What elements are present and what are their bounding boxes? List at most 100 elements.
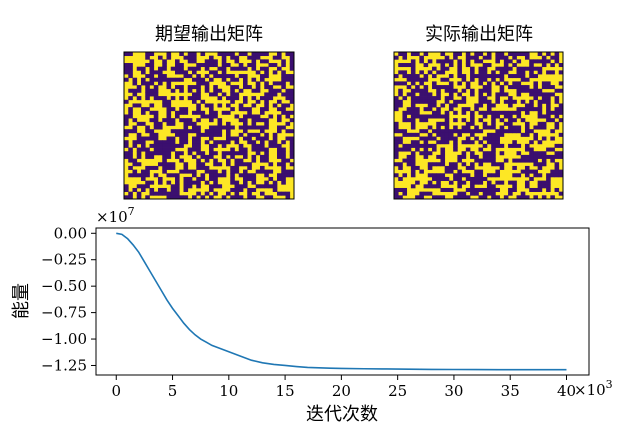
heatmap-cell <box>541 136 547 141</box>
heatmap-cell <box>158 81 163 86</box>
heatmap-cell <box>204 158 210 163</box>
heatmap-cell <box>470 154 475 159</box>
heatmap-cell <box>158 66 163 71</box>
heatmap-cell <box>285 173 291 178</box>
heatmap-cell <box>478 96 484 101</box>
heatmap-cell <box>153 114 159 119</box>
heatmap-cell <box>285 110 291 115</box>
heatmap-cell <box>204 140 210 145</box>
heatmap-cell <box>470 140 475 145</box>
heatmap-cell <box>158 125 163 130</box>
heatmap-cell <box>272 143 278 148</box>
heatmap-cell <box>415 88 420 93</box>
y-multiplier: ×107 <box>96 205 135 226</box>
heatmap-cell <box>419 118 424 123</box>
heatmap-cell <box>124 77 129 82</box>
heatmap-cell <box>529 74 534 79</box>
heatmap-cell <box>213 158 218 163</box>
heatmap-cell <box>243 136 248 141</box>
heatmap-cell <box>461 77 467 82</box>
heatmap-cell <box>209 70 214 75</box>
heatmap-cell <box>478 176 484 181</box>
heatmap-cell <box>482 74 488 79</box>
heatmap-cell <box>512 140 517 145</box>
heatmap-cell <box>491 143 496 148</box>
heatmap-cell <box>486 103 492 108</box>
heatmap-cell <box>281 85 286 90</box>
heatmap-cell <box>508 143 513 148</box>
heatmap-cell <box>499 151 505 156</box>
heatmap-cell <box>554 96 560 101</box>
heatmap-cell <box>529 66 534 71</box>
heatmap-cell <box>558 118 564 123</box>
heatmap-cell <box>524 147 530 152</box>
heatmap-cell <box>461 154 467 159</box>
heatmap-cell <box>230 165 235 170</box>
heatmap-cell <box>226 129 231 134</box>
heatmap-cell <box>541 125 547 130</box>
heatmap-cell <box>436 140 441 145</box>
heatmap-cell <box>520 77 526 82</box>
heatmap-cell <box>175 154 180 159</box>
heatmap-cell <box>524 173 530 178</box>
heatmap-cell <box>533 125 538 130</box>
heatmap-cell <box>221 140 227 145</box>
heatmap-cell <box>520 169 526 174</box>
heatmap-cell <box>508 85 513 90</box>
plot-frame <box>95 227 590 376</box>
heatmap-cell <box>260 129 265 134</box>
heatmap-cell <box>495 129 500 134</box>
heatmap-cell <box>550 136 555 141</box>
heatmap-cell <box>524 52 530 57</box>
heatmap-cell <box>486 74 492 79</box>
heatmap-cell <box>554 59 560 64</box>
heatmap-cell <box>230 180 235 185</box>
heatmap-cell <box>124 129 129 134</box>
heatmap-cell <box>406 74 412 79</box>
heatmap-cell <box>478 81 484 86</box>
heatmap-cell <box>162 59 167 64</box>
heatmap-cell <box>546 110 551 115</box>
heatmap-cell <box>541 85 547 90</box>
heatmap-cell <box>166 136 172 141</box>
heatmap-cell <box>491 191 496 196</box>
heatmap-cell <box>145 81 150 86</box>
heatmap-cell <box>162 99 167 104</box>
heatmap-cell <box>277 143 282 148</box>
heatmap-cell <box>136 66 142 71</box>
heatmap-cell <box>136 162 142 167</box>
heatmap-cell <box>128 74 133 79</box>
heatmap-cell <box>247 114 252 119</box>
heatmap-cell <box>436 195 441 200</box>
heatmap-cell <box>247 162 252 167</box>
heatmap-cell <box>516 66 522 71</box>
heatmap-cell <box>415 143 420 148</box>
heatmap-cell <box>153 147 159 152</box>
heatmap-cell <box>238 147 244 152</box>
heatmap-cell <box>436 85 441 90</box>
heatmap-cell <box>264 59 269 64</box>
heatmap-cell <box>419 114 424 119</box>
heatmap-cell <box>124 132 129 137</box>
heatmap-cell <box>495 74 500 79</box>
heatmap-cell <box>162 169 167 174</box>
heatmap-cell <box>499 77 505 82</box>
heatmap-cell <box>247 195 252 200</box>
heatmap-cell <box>196 81 201 86</box>
heatmap-cell <box>444 176 450 181</box>
heatmap-cell <box>457 180 462 185</box>
heatmap-cell <box>474 187 479 192</box>
heatmap-cell <box>470 151 475 156</box>
heatmap-cell <box>436 173 441 178</box>
heatmap-cell <box>213 74 218 79</box>
heatmap-cell <box>187 184 193 189</box>
heatmap-cell <box>209 77 214 82</box>
heatmap-cell <box>478 187 484 192</box>
heatmap-cell <box>251 140 257 145</box>
heatmap-cell <box>499 129 505 134</box>
heatmap-cell <box>128 96 133 101</box>
heatmap-cell <box>406 92 412 97</box>
heatmap-cell <box>419 81 424 86</box>
heatmap-cell <box>453 118 458 123</box>
heatmap-cell <box>149 165 155 170</box>
